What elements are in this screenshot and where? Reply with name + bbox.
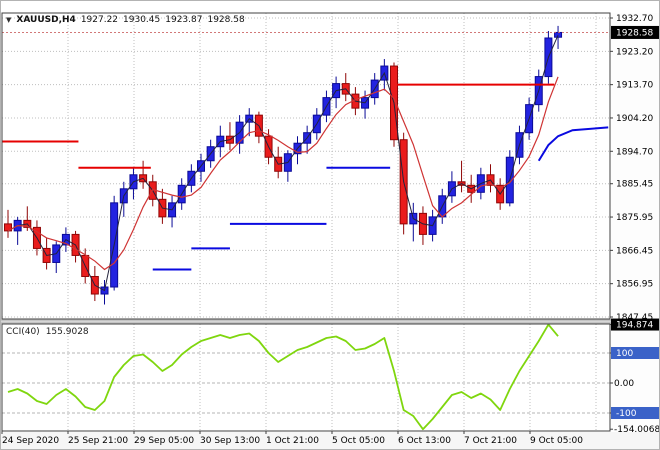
axis-label: 1913.70	[616, 81, 653, 91]
time-axis[interactable]	[0, 432, 660, 450]
axis-label: 1847.45	[616, 313, 653, 323]
axis-label: 1885.45	[616, 180, 653, 190]
cci-pane-background[interactable]	[2, 324, 610, 431]
axis-label: 7 Oct 21:00	[464, 436, 517, 446]
cci-pane-border	[1, 323, 611, 432]
axis-label: 1904.20	[616, 114, 653, 124]
axis-label: -154.0068	[614, 425, 660, 435]
trend-step-line-tail	[537, 126, 609, 162]
cci-name: CCI(40)	[6, 327, 40, 337]
axis-label: 0.00	[614, 379, 634, 389]
open-value: 1927.22	[80, 15, 119, 25]
indicator-axis-box	[611, 347, 659, 359]
price-axis[interactable]	[611, 13, 659, 431]
axis-label: 1856.95	[616, 280, 653, 290]
axis-label: 194.874	[616, 321, 653, 331]
fast-ma-line	[7, 35, 559, 292]
symbol-dropdown-icon[interactable]: ▼	[6, 15, 12, 24]
cci-line	[7, 324, 559, 431]
high-value: 1930.45	[123, 15, 161, 25]
slow-ma-line	[7, 76, 559, 271]
current-price-box	[611, 25, 659, 39]
axis-label: 1932.70	[616, 14, 653, 24]
close-value: 1928.58	[207, 15, 245, 25]
candle	[4, 223, 12, 232]
cci-level-lines	[2, 352, 610, 414]
axis-label: -100	[616, 409, 637, 419]
axis-label: 6 Oct 13:00	[398, 436, 451, 446]
axis-label: 100	[616, 349, 633, 359]
axis-label: 1923.20	[616, 47, 653, 57]
axis-label: 30 Sep 13:00	[200, 436, 260, 446]
chart-header: ▼ XAUUSD,H4 1927.22 1930.45 1923.87 1928…	[6, 15, 245, 25]
low-value: 1923.87	[165, 15, 203, 25]
cci-indicator-label: CCI(40) 155.9028	[6, 327, 89, 337]
price-pane-background[interactable]	[2, 13, 610, 319]
trend-step-lines	[2, 83, 609, 271]
symbol-timeframe-label: XAUUSD,H4	[16, 15, 76, 25]
axis-label: 1894.70	[616, 147, 653, 157]
axis-label: 1 Oct 21:00	[266, 436, 319, 446]
axis-label: 1928.58	[616, 28, 653, 38]
indicator-axis-box	[611, 318, 659, 331]
cci-current-value: 155.9028	[45, 327, 89, 337]
axis-label: 1875.95	[616, 213, 653, 223]
pane-separator[interactable]	[0, 319, 660, 324]
price-axis-labels: 1932.70 1923.20 1913.70 1904.20 1894.70 1885.…	[1, 14, 660, 446]
indicator-axis-box	[611, 407, 659, 419]
axis-label: 25 Sep 21:00	[68, 436, 128, 446]
axis-label: 5 Oct 05:00	[332, 436, 385, 446]
price-pane-border	[1, 12, 611, 320]
axis-label: 29 Sep 05:00	[134, 436, 194, 446]
axis-label: 1866.45	[616, 246, 653, 256]
axis-label: 9 Oct 05:00	[530, 436, 583, 446]
axis-label: 24 Sep 2020	[2, 436, 59, 446]
candle	[554, 31, 563, 38]
